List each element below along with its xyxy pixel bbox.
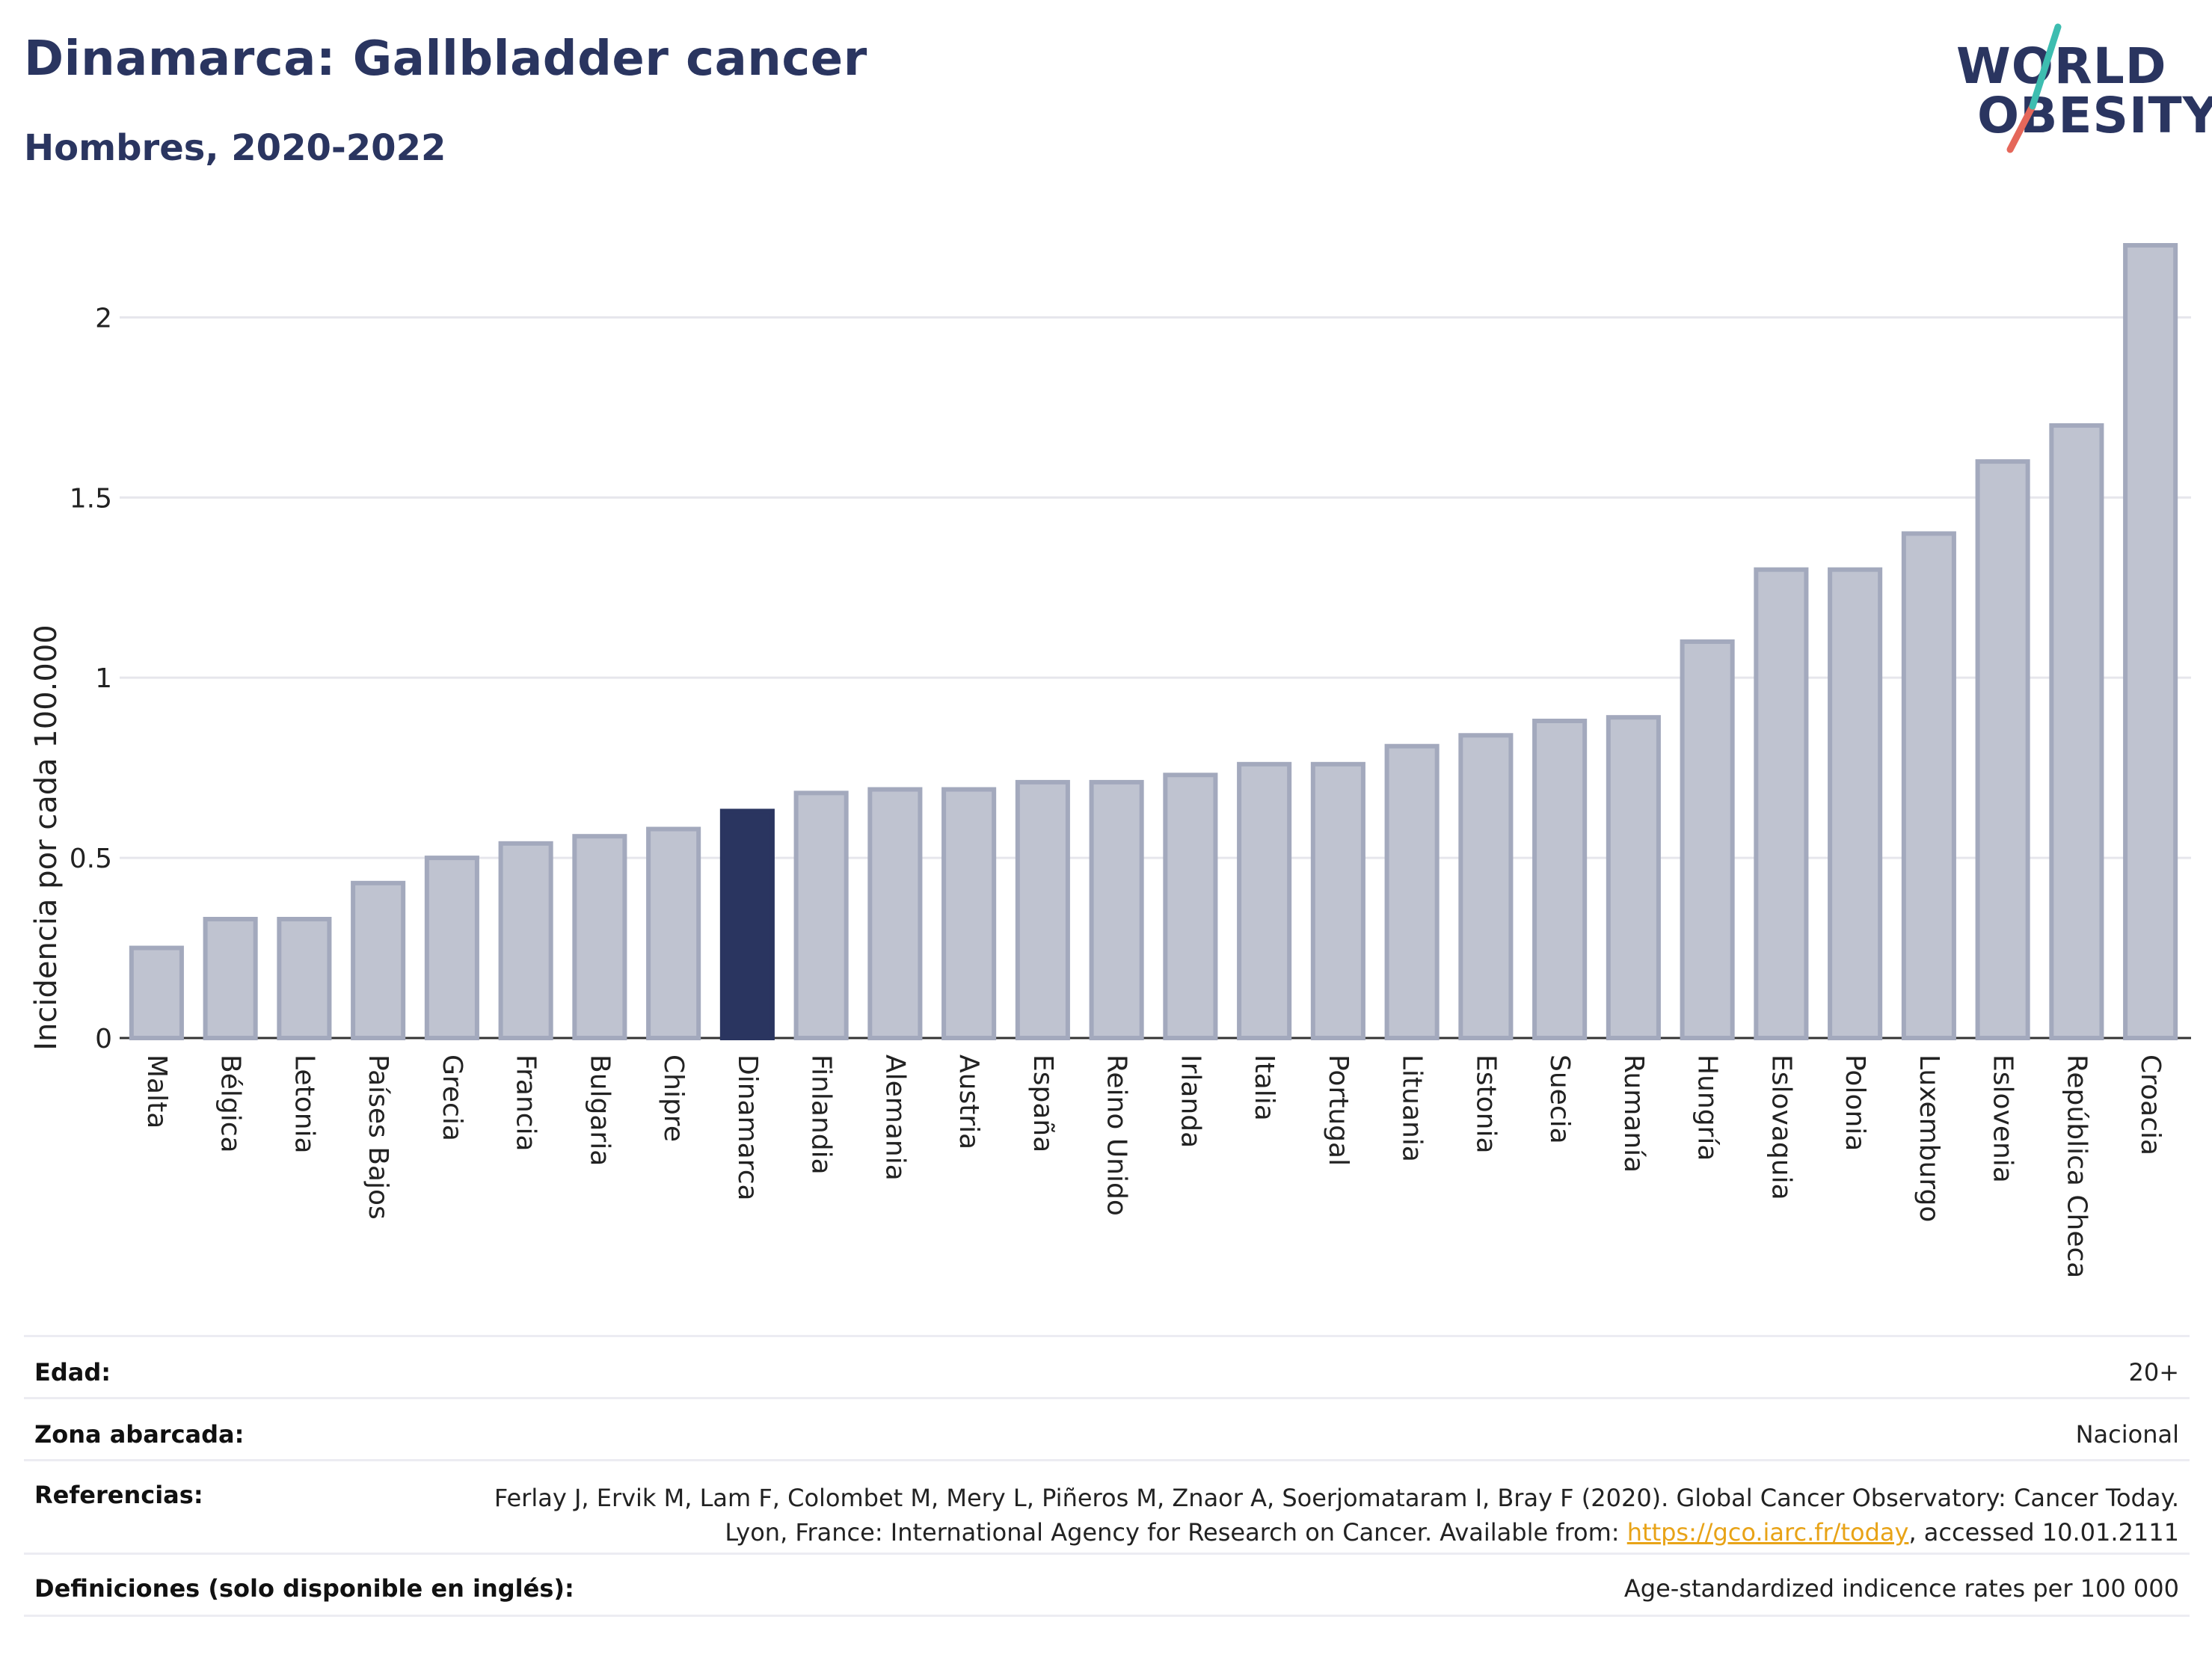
bar-chipre bbox=[646, 826, 701, 1041]
y-tick-label: 1 bbox=[95, 663, 112, 694]
references-label: Referencias: bbox=[34, 1481, 203, 1509]
bar-letonia bbox=[277, 917, 332, 1040]
bar-italia bbox=[1237, 761, 1292, 1040]
x-tick-label: Malta bbox=[141, 1054, 172, 1129]
bar-luxemburgo bbox=[1901, 531, 1956, 1041]
x-tick-label: Rumanía bbox=[1618, 1054, 1649, 1173]
x-tick-label: Lituania bbox=[1397, 1054, 1428, 1162]
bar-malta bbox=[129, 945, 184, 1041]
x-tick-label: Bulgaria bbox=[584, 1054, 615, 1166]
x-tick-label: Italia bbox=[1249, 1054, 1279, 1121]
x-tick-label: Suecia bbox=[1544, 1054, 1575, 1144]
x-tick-label: República Checa bbox=[2061, 1054, 2092, 1278]
y-tick-label: 1.5 bbox=[70, 483, 112, 514]
x-tick-label: Eslovenia bbox=[1988, 1054, 2018, 1183]
x-tick-label: Finlandia bbox=[806, 1054, 837, 1175]
bar-eslovaquia bbox=[1754, 567, 1809, 1040]
bar-portugal bbox=[1310, 761, 1365, 1040]
x-tick-label: Austria bbox=[953, 1054, 984, 1149]
x-tick-label: Dinamarca bbox=[732, 1054, 763, 1201]
bar-dinamarca bbox=[719, 808, 775, 1040]
bar-estonia bbox=[1458, 733, 1514, 1040]
x-tick-labels: Malta Bélgica Letonia Países Bajos Grecia Fra… bbox=[141, 1054, 2166, 1278]
x-tick-label: Letonia bbox=[289, 1054, 319, 1154]
x-tick-label: Croacia bbox=[2135, 1054, 2166, 1155]
definitions-label: Definiciones (solo disponible en inglés)… bbox=[34, 1574, 574, 1603]
x-tick-label: Estonia bbox=[1470, 1054, 1501, 1154]
bar-españa bbox=[1015, 779, 1070, 1041]
y-tick-labels: 0 0.5 1 1.5 2 bbox=[70, 303, 112, 1054]
bar-hungría bbox=[1680, 639, 1735, 1040]
logo-slash-icon bbox=[2006, 23, 2062, 153]
bar-alemania bbox=[867, 787, 923, 1041]
info-table: Edad: 20+ Zona abarcada: Nacional Refere… bbox=[24, 1335, 2190, 1617]
page-subtitle: Hombres, 2020-2022 bbox=[24, 127, 446, 169]
bar-finlandia bbox=[793, 790, 849, 1040]
bar-suecia bbox=[1532, 719, 1588, 1040]
x-tick-label: Chipre bbox=[658, 1054, 689, 1142]
bar-austria bbox=[941, 787, 997, 1041]
bar-países-bajos bbox=[351, 880, 406, 1040]
y-tick-label: 0 bbox=[95, 1024, 112, 1054]
x-tick-label: Hungría bbox=[1692, 1054, 1723, 1161]
bar-bulgaria bbox=[572, 834, 627, 1040]
age-label: Edad: bbox=[34, 1358, 111, 1387]
x-tick-label: Bélgica bbox=[215, 1054, 246, 1153]
page-title: Dinamarca: Gallbladder cancer bbox=[24, 31, 867, 87]
zone-value: Nacional bbox=[2075, 1420, 2179, 1449]
x-tick-label: Irlanda bbox=[1175, 1054, 1205, 1148]
x-tick-label: Países Bajos bbox=[363, 1054, 393, 1220]
x-tick-label: Eslovaquia bbox=[1766, 1054, 1796, 1200]
logo-line-1: WORLD bbox=[1956, 37, 2167, 95]
x-tick-label: Luxemburgo bbox=[1914, 1054, 1944, 1222]
references-value: Ferlay J, Ervik M, Lam F, Colombet M, Me… bbox=[459, 1481, 2179, 1550]
bar-polonia bbox=[1828, 567, 1883, 1040]
references-accessed: , accessed 10.01.2111 bbox=[1908, 1518, 2179, 1547]
bar-grecia bbox=[424, 856, 479, 1040]
bar-croacia bbox=[2123, 243, 2178, 1040]
zone-label: Zona abarcada: bbox=[34, 1420, 245, 1449]
bar-irlanda bbox=[1163, 773, 1218, 1040]
references-link[interactable]: https://gco.iarc.fr/today bbox=[1626, 1518, 1909, 1547]
info-row-definitions: Definiciones (solo disponible en inglés)… bbox=[24, 1553, 2190, 1617]
bar-república-checa bbox=[2049, 423, 2104, 1040]
world-obesity-logo: WORLD OBESITY bbox=[1944, 22, 2212, 157]
references-text: Ferlay J, Ervik M, Lam F, Colombet M, Me… bbox=[494, 1484, 2179, 1547]
definitions-value: Age-standardized indicence rates per 100… bbox=[1623, 1574, 2179, 1603]
info-row-age: Edad: 20+ bbox=[24, 1335, 2190, 1397]
x-tick-label: Portugal bbox=[1323, 1054, 1354, 1166]
x-tick-label: Grecia bbox=[437, 1054, 467, 1141]
x-tick-label: Francia bbox=[511, 1054, 541, 1152]
y-tick-label: 0.5 bbox=[70, 844, 112, 874]
age-value: 20+ bbox=[2128, 1358, 2179, 1387]
y-tick-label: 2 bbox=[95, 303, 112, 334]
bar-bélgica bbox=[203, 917, 258, 1040]
x-tick-label: Alemania bbox=[879, 1054, 910, 1181]
bar-chart: 0 0.5 1 1.5 2 Malta Bélgica Letonia Países Bajo… bbox=[70, 243, 2191, 1278]
x-tick-label: España bbox=[1027, 1054, 1058, 1152]
bar-francia bbox=[498, 841, 553, 1040]
bar-eslovenia bbox=[1975, 459, 2030, 1041]
x-tick-label: Polonia bbox=[1840, 1054, 1870, 1151]
bar-lituania bbox=[1384, 743, 1440, 1041]
x-tick-label: Reino Unido bbox=[1102, 1054, 1132, 1216]
bars bbox=[129, 243, 2178, 1041]
bar-rumanía bbox=[1606, 715, 1661, 1040]
bar-reino-unido bbox=[1089, 779, 1144, 1041]
info-row-zone: Zona abarcada: Nacional bbox=[24, 1397, 2190, 1459]
info-row-references: Referencias: Ferlay J, Ervik M, Lam F, C… bbox=[24, 1459, 2190, 1553]
